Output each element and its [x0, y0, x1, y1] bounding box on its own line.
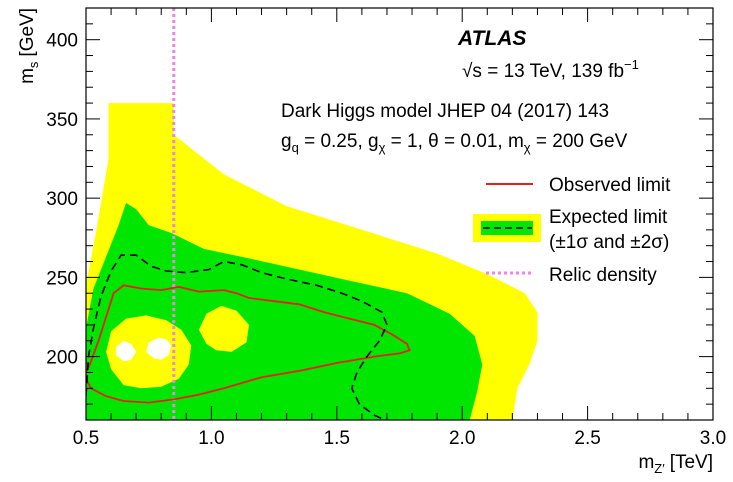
- y-axis-label-m: m: [17, 68, 38, 84]
- y-tick-label: 250: [46, 268, 78, 289]
- legend-expected-label: Expected limit: [549, 207, 668, 228]
- x-tick-label: 0.5: [73, 428, 99, 449]
- couplings-label: gq = 0.25, gχ = 1, θ = 0.01, mχ = 200 Ge…: [281, 131, 628, 155]
- observed-limit-line: [86, 284, 411, 404]
- x-tick-label: 1.0: [198, 428, 224, 449]
- legend-expected-sublabel: (±1σ and ±2σ): [549, 232, 669, 253]
- coupling-mchi-sub: χ: [524, 140, 531, 155]
- coupling-gq-sub: q: [292, 140, 299, 155]
- legend-relic-label: Relic density: [549, 265, 657, 286]
- y-axis-label-unit: [GeV]: [17, 8, 38, 57]
- coupling-gq-val: = 0.25, g: [299, 131, 379, 152]
- y-tick-label: 350: [46, 110, 78, 131]
- x-axis-label-unit: [TeV]: [670, 452, 713, 473]
- coupling-gchi-sub: χ: [379, 140, 386, 155]
- coupling-gq: g: [281, 131, 292, 152]
- energy-label: √s = 13 TeV, 139 fb−1: [462, 57, 639, 82]
- y-axis-title: ms [GeV]: [17, 8, 41, 84]
- y-axis-label-sub: s: [26, 61, 41, 68]
- y-axis-ticks: 200 250 300 350 400: [46, 7, 713, 421]
- y-tick-label: 300: [46, 189, 78, 210]
- coupling-rest: = 1, θ = 0.01, m: [385, 131, 523, 152]
- plot-area: [86, 8, 538, 420]
- atlas-label: ATLAS: [457, 27, 526, 50]
- x-tick-label: 1.5: [324, 428, 350, 449]
- x-axis-title: mZ′ [TeV]: [638, 452, 713, 476]
- legend-observed-label: Observed limit: [549, 175, 671, 196]
- x-axis-label-sub: Z′: [654, 461, 665, 476]
- x-tick-label: 2.5: [574, 428, 600, 449]
- coupling-mchi-val: = 200 GeV: [531, 131, 628, 152]
- expected-limit-line: [86, 254, 388, 420]
- energy-label-sup: −1: [624, 57, 639, 72]
- legend: Observed limit Expected limit (±1σ and ±…: [473, 175, 671, 286]
- x-tick-label: 3.0: [700, 428, 726, 449]
- expected-1sigma-band: [86, 202, 483, 420]
- y-tick-label: 200: [46, 348, 78, 369]
- x-tick-label: 2.0: [449, 428, 475, 449]
- energy-label-main: √s = 13 TeV, 139 fb: [462, 61, 624, 82]
- x-axis-label-m: m: [638, 452, 654, 473]
- x-axis-ticks: 0.5 1.0 1.5 2.0 2.5 3.0: [73, 8, 726, 449]
- model-label: Dark Higgs model JHEP 04 (2017) 143: [281, 101, 609, 122]
- y-tick-label: 400: [46, 31, 78, 52]
